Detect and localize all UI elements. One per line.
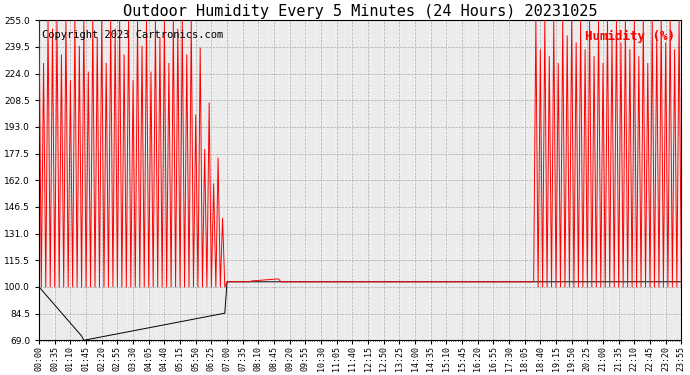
Text: Humidity (%): Humidity (%) xyxy=(585,30,675,43)
Text: Copyright 2023 Cartronics.com: Copyright 2023 Cartronics.com xyxy=(42,30,224,40)
Title: Outdoor Humidity Every 5 Minutes (24 Hours) 20231025: Outdoor Humidity Every 5 Minutes (24 Hou… xyxy=(123,4,598,19)
